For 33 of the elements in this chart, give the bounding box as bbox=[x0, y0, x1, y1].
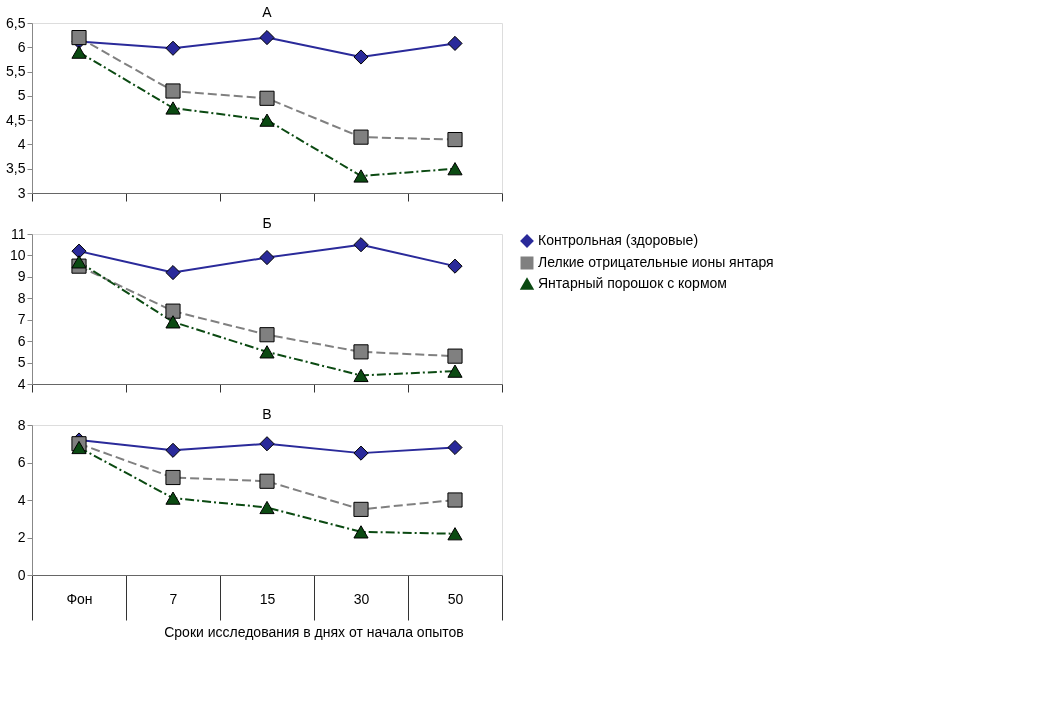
x-tick-label: 7 bbox=[169, 590, 178, 607]
y-tick-label: 6 bbox=[17, 454, 26, 470]
y-tick-label: 11 bbox=[10, 225, 26, 242]
y-tick-label: 3,5 bbox=[6, 160, 26, 177]
y-tick-label: 10 bbox=[9, 246, 26, 263]
legend-label: Контрольная (здоровые) bbox=[538, 232, 699, 248]
y-tick-label: 3 bbox=[17, 184, 26, 201]
y-tick-label: 4 bbox=[17, 491, 26, 508]
y-tick-label: 6,5 bbox=[6, 14, 26, 31]
y-tick-label: 8 bbox=[17, 289, 26, 306]
y-tick-label: 4 bbox=[17, 135, 26, 152]
y-tick-label: 8 bbox=[17, 416, 26, 433]
text: Сроки исследования в днях от начала опытов bbox=[164, 624, 464, 640]
x-tick-label: Фон bbox=[66, 590, 93, 607]
x-tick-label: 50 bbox=[447, 590, 464, 607]
y-tick-label: 7 bbox=[17, 311, 26, 328]
y-tick-label: 5,5 bbox=[6, 63, 26, 80]
y-tick-label: 5 bbox=[17, 87, 26, 104]
x-tick-label: 15 bbox=[259, 590, 276, 607]
y-tick-label: 6 bbox=[17, 38, 26, 55]
legend-label: Янтарный порошок с кормом bbox=[538, 275, 727, 291]
y-tick-label: 4 bbox=[17, 375, 26, 392]
x-tick-label: 30 bbox=[353, 590, 370, 607]
y-tick-label: 6 bbox=[17, 332, 26, 349]
y-tick-label: 4,5 bbox=[6, 111, 26, 128]
chart-title: Б bbox=[262, 215, 272, 231]
chart-title: А bbox=[262, 4, 273, 20]
y-tick-label: 0 bbox=[17, 566, 26, 583]
y-tick-label: 2 bbox=[17, 529, 26, 545]
chart-title: В bbox=[262, 406, 272, 422]
legend-label: Лелкие отрицательные ионы янтаря bbox=[538, 254, 774, 270]
y-tick-label: 9 bbox=[17, 268, 26, 285]
y-tick-label: 5 bbox=[17, 354, 26, 371]
